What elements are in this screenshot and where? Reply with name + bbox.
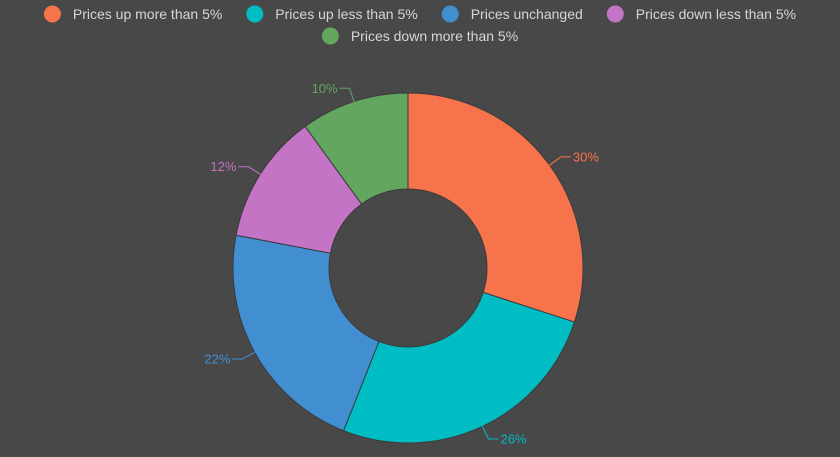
donut-slices <box>232 92 584 444</box>
legend-label: Prices unchanged <box>471 6 583 22</box>
label-leader-line <box>232 350 257 360</box>
slice-prices-down-more-than-5[interactable] <box>304 92 409 205</box>
legend-item-prices-up-more-than-5[interactable]: Prices up more than 5% <box>43 5 222 23</box>
value-label-prices-down-more-than-5: 10% <box>312 81 338 96</box>
legend-item-prices-unchanged[interactable]: Prices unchanged <box>441 5 583 23</box>
label-leader-line <box>481 424 499 440</box>
legend-item-prices-down-less-than-5[interactable]: Prices down less than 5% <box>606 5 796 23</box>
legend-item-prices-up-less-than-5[interactable]: Prices up less than 5% <box>246 5 418 23</box>
value-label-prices-unchanged: 22% <box>204 352 230 367</box>
value-label-prices-up-more-than-5: 30% <box>573 149 599 164</box>
legend-label: Prices down more than 5% <box>351 28 518 44</box>
legend-item-prices-down-more-than-5[interactable]: Prices down more than 5% <box>321 27 518 45</box>
legend-label: Prices up less than 5% <box>275 6 417 22</box>
legend-marker <box>321 27 339 45</box>
slice-labels: 30% 26% 22% 12% 10% <box>204 81 599 447</box>
legend-label: Prices up more than 5% <box>73 6 222 22</box>
label-leader-line <box>339 87 356 104</box>
slice-prices-up-less-than-5[interactable] <box>342 291 576 444</box>
slice-prices-up-more-than-5[interactable] <box>407 92 584 323</box>
chart-legend: Prices up more than 5% Prices up less tha… <box>43 5 796 45</box>
legend-marker <box>606 5 624 23</box>
label-leader-line <box>238 166 263 176</box>
value-label-prices-down-less-than-5: 12% <box>210 159 236 174</box>
legend-label: Prices down less than 5% <box>636 6 796 22</box>
legend-marker <box>246 5 264 23</box>
legend-marker <box>441 5 459 23</box>
label-leader-line <box>547 156 571 167</box>
slice-prices-unchanged[interactable] <box>232 234 380 432</box>
legend-marker <box>43 5 61 23</box>
value-label-prices-up-less-than-5: 26% <box>500 432 526 447</box>
